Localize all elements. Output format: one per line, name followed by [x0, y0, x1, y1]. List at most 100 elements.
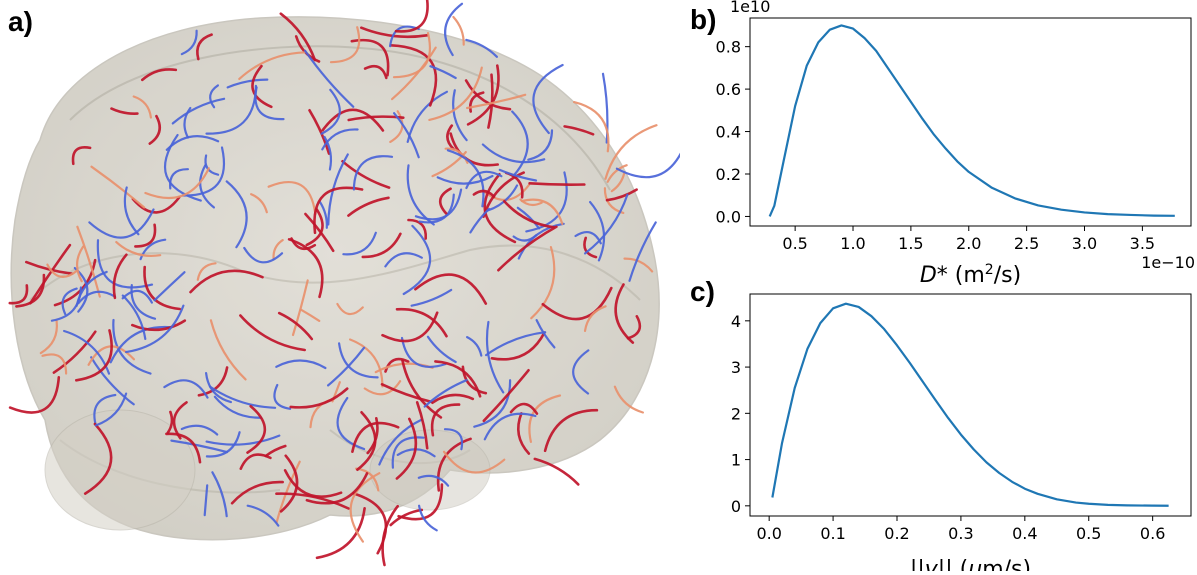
- vessel-segment: [389, 508, 424, 527]
- vessel-segment: [29, 243, 72, 305]
- x-tick-label: 1.0: [840, 234, 865, 253]
- vessel-segment: [543, 408, 599, 453]
- vessel-segment: [414, 273, 488, 305]
- vessel-segment: [205, 434, 281, 446]
- vessel-segment: [239, 314, 306, 352]
- vessel-segment: [180, 29, 198, 56]
- vessel-segment: [482, 369, 530, 423]
- vessel-segment: [39, 319, 58, 355]
- vessel-segment: [52, 330, 97, 374]
- vessel-segment: [121, 289, 153, 304]
- vessel-segment: [305, 208, 324, 247]
- vessel-segment: [239, 453, 272, 470]
- vessel-segment: [516, 206, 541, 230]
- vessel-segment: [511, 110, 529, 176]
- vessel-segment: [299, 308, 321, 322]
- vessel-segment: [512, 234, 538, 242]
- vessel-segment: [584, 193, 629, 255]
- vessel-segment: [166, 410, 174, 434]
- vessel-segment: [213, 395, 263, 419]
- vessel-segment: [313, 186, 364, 235]
- vessel-segment: [338, 342, 379, 379]
- chart-c-velocity: 0.0 0.1 0.2 0.3 0.4 0.5 0.6 0 1 2 3 4 ||v|| (μm/s): [731, 293, 1192, 571]
- vessel-segment: [487, 73, 494, 129]
- vessel-segment: [76, 225, 101, 298]
- y-tick-label: 0.4: [716, 123, 741, 142]
- vessel-segment: [246, 504, 280, 527]
- vessel-segment: [610, 172, 626, 193]
- vessel-segment: [121, 294, 147, 340]
- x-offset-text: 1e−10: [1141, 253, 1195, 272]
- vessel-segment: [406, 164, 435, 226]
- y-tick-label: 0.6: [716, 80, 741, 99]
- vessel-segment: [279, 12, 317, 62]
- vessel-segment: [446, 124, 456, 151]
- vessel-segment: [391, 46, 437, 101]
- x-tick-label: 0.3: [948, 524, 973, 543]
- vessel-segment: [498, 168, 538, 182]
- vessel-segment: [583, 305, 607, 332]
- vessel-segment: [243, 246, 284, 264]
- vessel-segment: [429, 65, 457, 80]
- y-tick-label: 4: [731, 312, 741, 331]
- vessel-segment: [273, 383, 292, 410]
- vessel-segment: [605, 188, 638, 202]
- y-tick-label: 3: [731, 358, 741, 377]
- vessel-segment: [352, 155, 394, 191]
- vessel-segment: [473, 379, 512, 428]
- vessel-segment: [83, 422, 113, 495]
- vessel-segment: [90, 356, 135, 406]
- vessel-segment: [349, 338, 384, 388]
- vessel-segment: [436, 174, 494, 185]
- vessel-segment: [267, 181, 317, 215]
- vessel-segment: [347, 196, 390, 217]
- x-tick-label: 3.0: [1072, 234, 1097, 253]
- vessel-segment: [209, 319, 247, 381]
- panel-label-b: b): [690, 4, 717, 35]
- vessel-segment: [75, 329, 113, 382]
- vessel-segment: [407, 218, 428, 240]
- vessel-segment: [132, 95, 152, 119]
- vessel-segment: [466, 336, 483, 357]
- vessel-segment: [76, 245, 85, 283]
- vessel-segment: [381, 311, 439, 343]
- x-tick-label: 1.5: [898, 234, 923, 253]
- vessel-segment: [414, 188, 463, 221]
- vessel-segment: [283, 469, 343, 498]
- vessel-segment: [465, 38, 498, 58]
- vessel-segment: [464, 79, 512, 111]
- vessel-segment: [351, 421, 400, 453]
- brain-tissue-surface: [10, 16, 660, 541]
- vessel-segment: [426, 335, 457, 364]
- vessel-segment: [452, 89, 468, 142]
- vessel-segment: [144, 167, 210, 200]
- vessel-segment: [277, 311, 314, 341]
- vessel-segment: [626, 315, 642, 340]
- vessel-segment: [320, 88, 341, 135]
- vessel-segment: [444, 2, 464, 57]
- vessel-segment: [528, 182, 586, 186]
- vessel-segment: [315, 507, 366, 560]
- vessel-segment: [181, 146, 226, 197]
- vessel-segment: [112, 318, 152, 375]
- vessel-segment: [395, 307, 448, 338]
- vessel-segment: [289, 387, 349, 409]
- x-tick-label: 0.2: [884, 524, 909, 543]
- vessel-segment: [275, 460, 301, 524]
- vessel-segment: [291, 279, 309, 337]
- vessel-centerlines: [8, 0, 687, 567]
- vessel-segment: [8, 376, 61, 414]
- vessel-segment: [62, 329, 111, 375]
- vessel-segment: [341, 160, 391, 189]
- vessel-segment: [50, 286, 82, 322]
- vessel-segment: [90, 165, 146, 209]
- vessel-segment: [604, 124, 658, 180]
- vessel-segment: [509, 402, 539, 415]
- vessel-segment: [46, 263, 79, 278]
- vessel-segment: [527, 129, 554, 161]
- vessel-segment: [272, 239, 284, 260]
- series-line: [771, 302, 1169, 507]
- vessel-segment: [530, 246, 556, 320]
- vessel-segment: [321, 108, 385, 132]
- vessel-segment: [125, 304, 185, 354]
